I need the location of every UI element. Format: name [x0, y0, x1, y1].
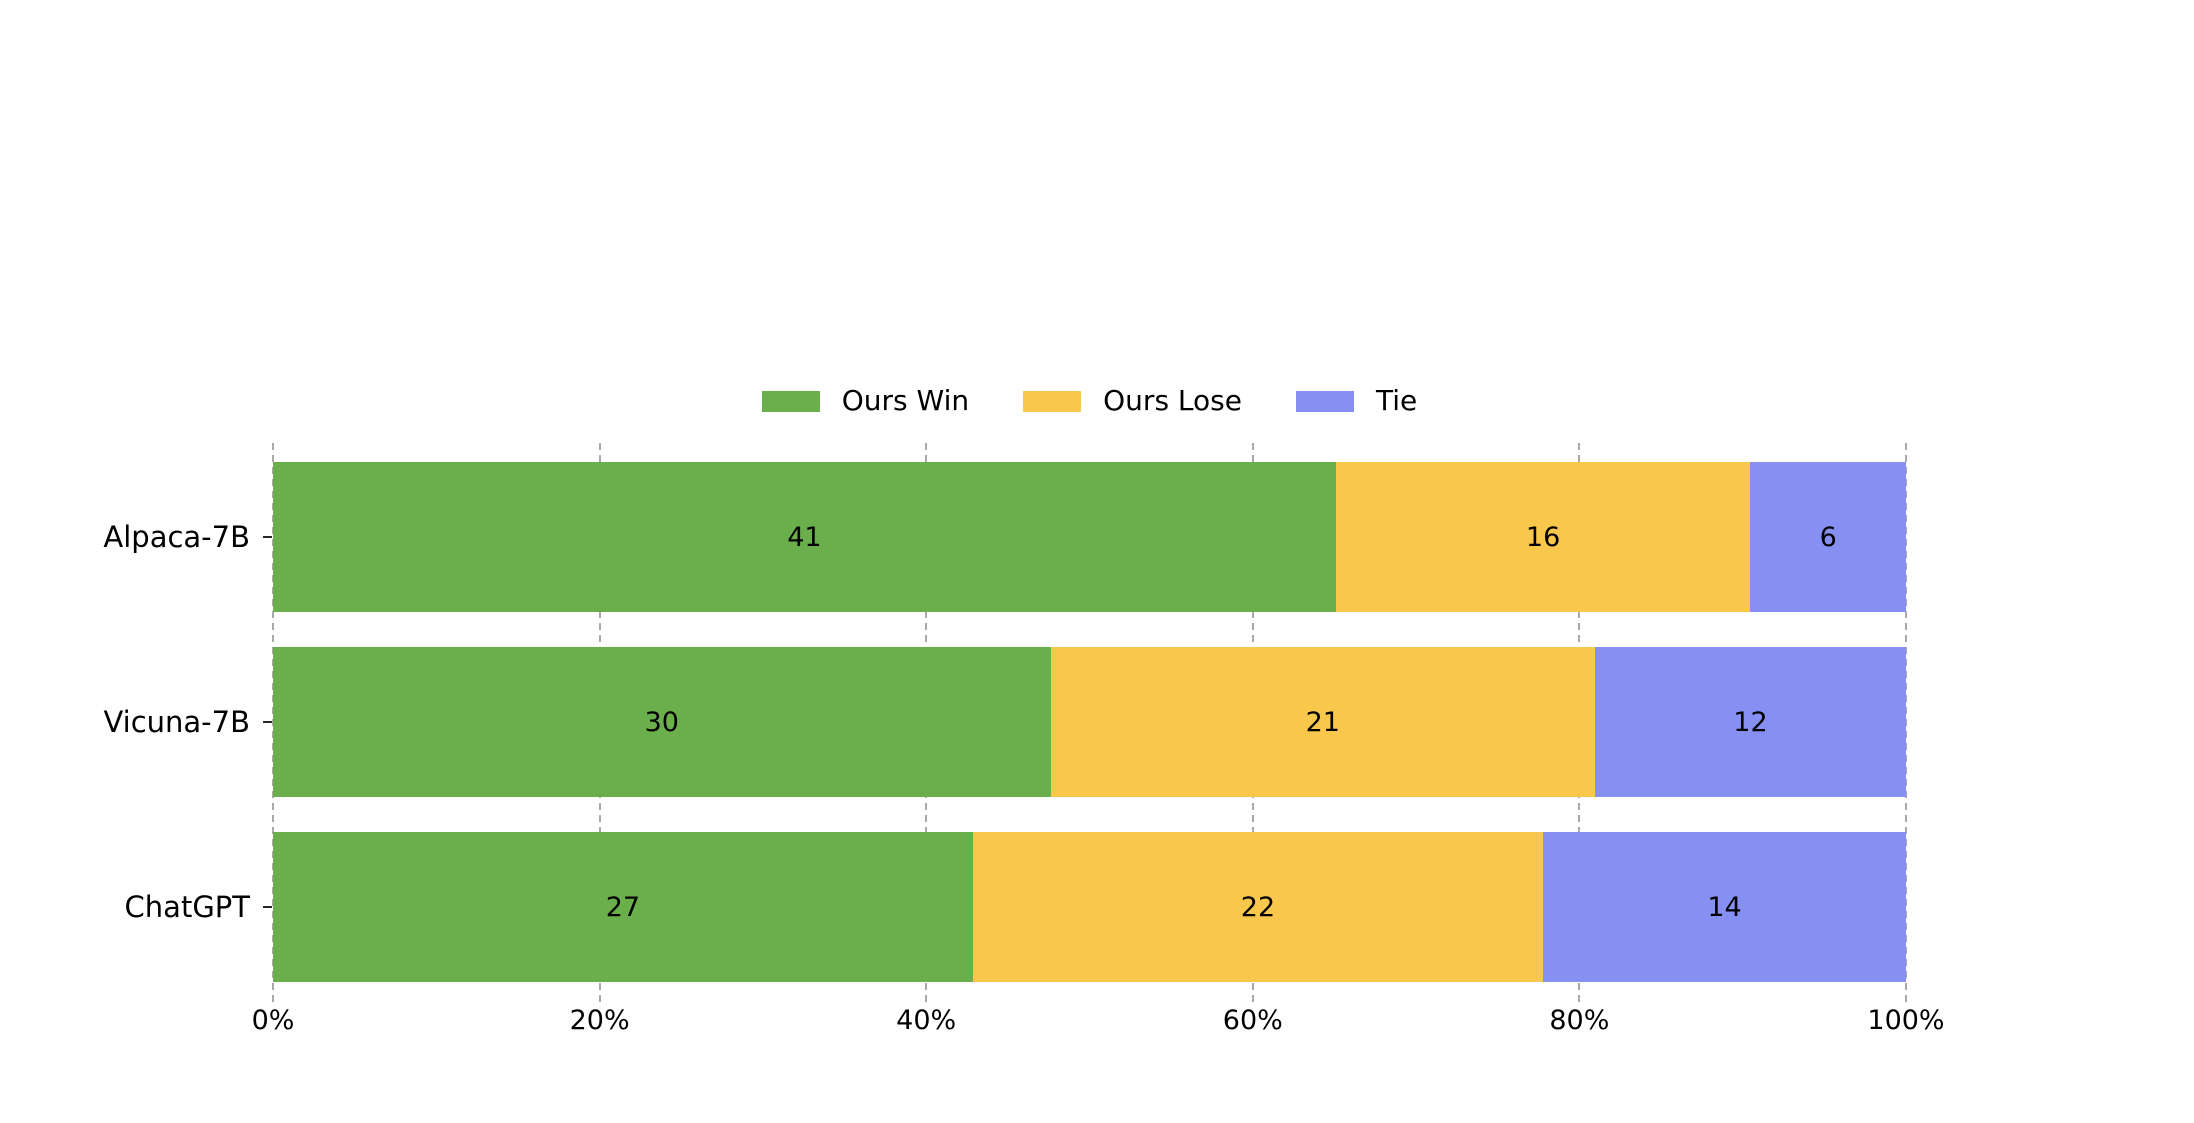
bar-value-label: 22	[1240, 891, 1276, 923]
legend-swatch	[761, 390, 820, 412]
legend-item: Tie	[1295, 384, 1418, 417]
bar-row: 27 22 14	[273, 832, 1906, 982]
bar-segment: 27	[273, 832, 973, 982]
legend-item: Ours Lose	[1023, 387, 1242, 415]
legend-swatch	[1023, 390, 1082, 412]
y-tick-mark	[263, 721, 272, 723]
bar-value-label: 16	[1525, 521, 1561, 553]
x-tick-label: 0%	[251, 1005, 295, 1036]
x-tick-label: 60%	[1222, 1005, 1283, 1036]
bar-value-label: 21	[1305, 706, 1340, 738]
bar-segment: 16	[1335, 462, 1751, 612]
legend-label: Tie	[1375, 384, 1418, 417]
x-tick-label: 80%	[1549, 1005, 1610, 1036]
bar-value-label: 12	[1733, 706, 1768, 738]
bar-row: 30 21 12	[273, 647, 1906, 797]
bar-value-label: 27	[605, 891, 641, 923]
y-tick-label: ChatGPT	[124, 890, 250, 924]
bar-segment: 14	[1543, 832, 1906, 982]
bar-value-label: 30	[644, 706, 679, 738]
bar-segment: 30	[273, 647, 1051, 797]
bar-row: 41 16 6	[273, 462, 1906, 612]
bar-segment: 41	[273, 462, 1336, 612]
chart-legend: Ours Win Ours Lose Tie	[273, 387, 1906, 415]
x-tick-label: 40%	[896, 1005, 957, 1036]
bar-value-label: 14	[1707, 891, 1742, 923]
y-tick-label: Alpaca-7B	[103, 520, 250, 554]
bar-segment: 12	[1594, 647, 1906, 797]
legend-label: Ours Lose	[1103, 384, 1242, 417]
legend-item: Ours Win	[761, 384, 970, 417]
x-tick-label: 20%	[569, 1005, 630, 1036]
gridline	[1905, 443, 1907, 1003]
bar-segment: 6	[1750, 462, 1906, 612]
bar-value-label: 41	[787, 521, 822, 553]
y-tick-label: Vicuna-7B	[103, 705, 250, 739]
y-tick-mark	[263, 536, 272, 538]
plot-area: 41 16 6 30 21 12 27 22 14	[272, 443, 1907, 1003]
bar-segment: 21	[1050, 647, 1595, 797]
bar-value-label: 6	[1819, 521, 1837, 553]
legend-label: Ours Win	[841, 384, 970, 417]
y-tick-mark	[263, 906, 272, 908]
bar-segment: 22	[972, 832, 1544, 982]
legend-swatch	[1295, 390, 1354, 412]
x-tick-label: 100%	[1867, 1005, 1945, 1036]
